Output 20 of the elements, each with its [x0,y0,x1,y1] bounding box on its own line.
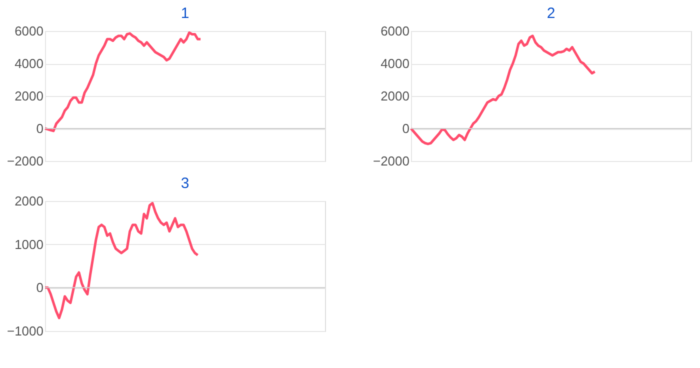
y-tick-label: 2000 [380,88,410,104]
y-tick-label: 0 [402,121,410,136]
y-tick-label: −1000 [6,324,44,338]
y-tick-label: 4000 [14,56,44,71]
y-tick-label: −2000 [6,154,44,168]
chart-title: 2 [546,5,556,22]
y-tick-label: 6000 [380,24,410,38]
y-tick-label: 1000 [14,236,44,252]
y-tick-label: 4000 [380,56,410,71]
y-tick-label: −2000 [372,154,410,168]
chart-title: 1 [180,5,190,22]
y-tick-label: 2000 [14,194,44,208]
chart-title: 3 [180,175,190,192]
line-series [44,31,202,132]
line-series [410,34,596,146]
line-series [44,202,199,320]
y-tick-label: 2000 [14,88,44,104]
y-tick-label: 6000 [14,24,44,38]
y-tick-label: 0 [36,280,44,296]
y-tick-label: 0 [36,121,44,136]
